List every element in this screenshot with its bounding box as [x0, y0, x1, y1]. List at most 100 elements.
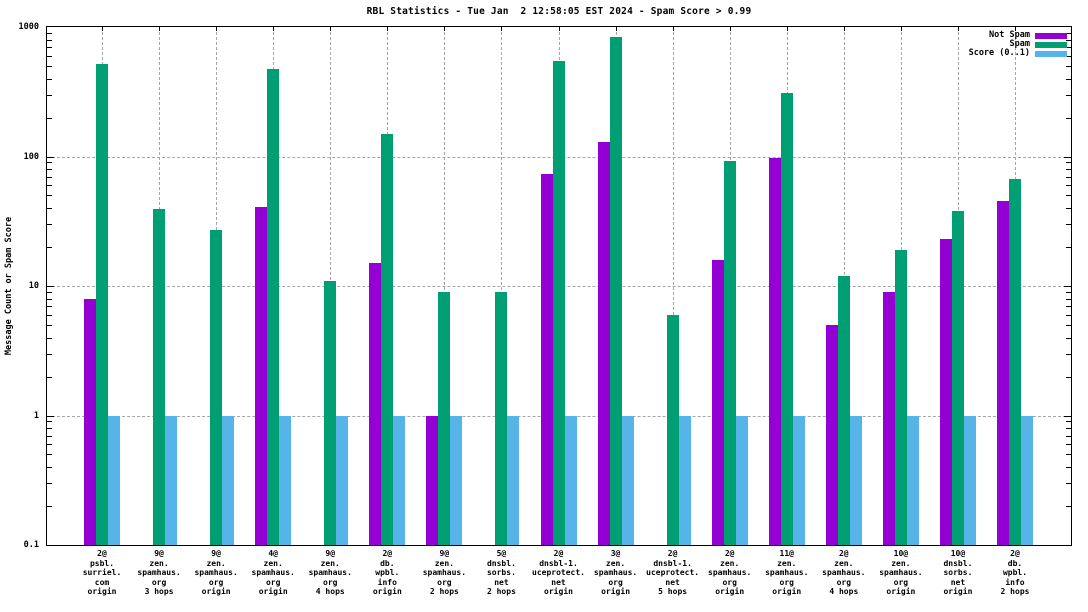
x-label-line: org: [208, 577, 224, 587]
x-label-line: 5 hops: [658, 587, 688, 596]
y-minor-tick: [47, 454, 52, 456]
bar-not-spam: [768, 157, 781, 545]
x-tick-top: [273, 27, 275, 31]
y-minor-tick: [47, 55, 52, 57]
x-label-line: 2@: [724, 549, 735, 558]
x-label-line: 4 hops: [315, 587, 345, 596]
y-minor-tick: [47, 428, 52, 430]
x-tick-top: [444, 27, 446, 31]
x-label-line: origin: [87, 587, 117, 596]
x-label-line: zen.: [834, 558, 854, 568]
bar-spam: [267, 69, 280, 545]
bar-spam: [1009, 179, 1021, 545]
y-minor-tick: [1066, 506, 1071, 508]
x-label-line: zen.: [149, 558, 169, 568]
x-label-line: uceprotect.: [646, 568, 700, 577]
legend-label: Spam: [1009, 39, 1030, 49]
x-label-line: 4 hops: [829, 587, 859, 596]
x-label-line: spamhaus.: [137, 568, 181, 577]
x-label-line: spamhaus.: [765, 568, 809, 577]
x-label-line: zen.: [320, 558, 340, 568]
x-tick-top: [786, 27, 788, 31]
y-minor-tick: [47, 435, 52, 437]
x-label-line: 2@: [553, 549, 564, 558]
bar-score-0-1: [792, 415, 805, 545]
x-label-line: org: [608, 577, 623, 587]
bar-score-0-1: [279, 415, 292, 545]
x-axis-category-label: 2@ psbl. surriel. com origin: [57, 549, 147, 597]
bar-not-spam: [711, 259, 724, 545]
x-label-line: 10@: [893, 549, 909, 558]
y-minor-tick: [1066, 39, 1071, 41]
bar-spam: [381, 133, 394, 545]
y-minor-tick: [47, 467, 52, 469]
x-axis-category-label: 9@ zen. spamhaus. org 3 hops: [114, 549, 204, 597]
bar-spam: [951, 210, 964, 545]
y-tick-label: 1000: [18, 22, 39, 32]
x-axis-category-label: 4@ zen. spamhaus. org origin: [228, 549, 318, 597]
y-minor-tick: [1066, 162, 1071, 164]
x-axis-category-label: 10@ dnsbl. sorbs. net origin: [913, 549, 1003, 597]
x-label-line: org: [836, 577, 852, 587]
y-major-tick: [47, 415, 54, 417]
y-minor-tick: [47, 39, 52, 41]
x-axis-category-label: 5@ dnsbl. sorbs. net 2 hops: [456, 549, 546, 597]
x-label-line: zen.: [263, 558, 283, 568]
x-label-line: sorbs.: [943, 568, 973, 577]
x-label-line: psbl.: [89, 558, 115, 568]
x-label-line: 2 hops: [486, 587, 516, 596]
y-minor-tick: [1066, 47, 1071, 49]
y-minor-tick: [47, 117, 52, 119]
x-label-line: spamhaus.: [251, 568, 295, 577]
y-minor-tick: [1066, 428, 1071, 430]
y-major-tick: [1064, 415, 1071, 417]
bar-not-spam: [255, 206, 268, 545]
y-minor-tick: [1066, 176, 1071, 178]
x-label-line: org: [151, 577, 167, 587]
bar-not-spam: [997, 201, 1009, 545]
x-label-line: origin: [715, 587, 745, 596]
x-axis-category-label: 9@ zen. spamhaus. org 2 hops: [399, 549, 489, 597]
y-minor-tick: [47, 208, 52, 210]
x-tick-top: [729, 27, 731, 31]
x-label-line: uceprotect.: [532, 568, 585, 577]
x-axis-category-label: 11@ zen. spamhaus. org origin: [742, 549, 832, 597]
y-minor-tick: [1066, 467, 1071, 469]
y-tick-label: 100: [23, 151, 39, 162]
x-label-line: wpbl.: [375, 568, 400, 577]
y-minor-tick: [47, 376, 52, 378]
x-label-line: spamhaus.: [593, 568, 638, 577]
y-minor-tick: [1066, 291, 1071, 293]
y-minor-tick: [47, 78, 52, 80]
bar-spam: [837, 275, 850, 545]
legend-swatch: [1035, 41, 1067, 48]
bar-score-0-1: [450, 415, 463, 545]
x-axis-category-label: 3@ zen. spamhaus. org origin: [571, 549, 661, 597]
bar-not-spam: [84, 298, 96, 545]
x-label-line: 11@: [779, 549, 794, 558]
y-minor-tick: [1066, 32, 1071, 34]
y-minor-tick: [47, 444, 52, 446]
x-label-line: db.: [1007, 558, 1023, 568]
y-minor-tick: [1066, 78, 1071, 80]
x-label-line: surriel.: [82, 568, 122, 577]
bar-score-0-1: [735, 415, 748, 545]
x-label-line: 9@: [439, 549, 450, 558]
bar-score-0-1: [165, 415, 178, 545]
bar-not-spam: [369, 263, 382, 545]
legend: Not Spam Spam Score (0..1): [969, 31, 1067, 58]
x-label-line: origin: [772, 587, 802, 596]
y-minor-tick: [47, 353, 52, 355]
x-label-line: 2@: [1010, 549, 1020, 558]
bar-score-0-1: [222, 415, 235, 545]
y-minor-tick: [1066, 324, 1071, 326]
x-axis-category-label: 2@ dnsbl-1. uceprotect. net 5 hops: [628, 549, 718, 597]
x-label-line: zen.: [891, 558, 911, 568]
x-axis-category-label: 2@ db. wpbl. info origin: [342, 549, 432, 597]
y-minor-tick: [1066, 435, 1071, 437]
bar-spam: [609, 37, 622, 545]
bar-spam: [96, 63, 108, 545]
x-label-line: origin: [372, 587, 402, 596]
x-label-line: spamhaus.: [708, 568, 752, 577]
y-minor-tick: [1066, 117, 1071, 119]
